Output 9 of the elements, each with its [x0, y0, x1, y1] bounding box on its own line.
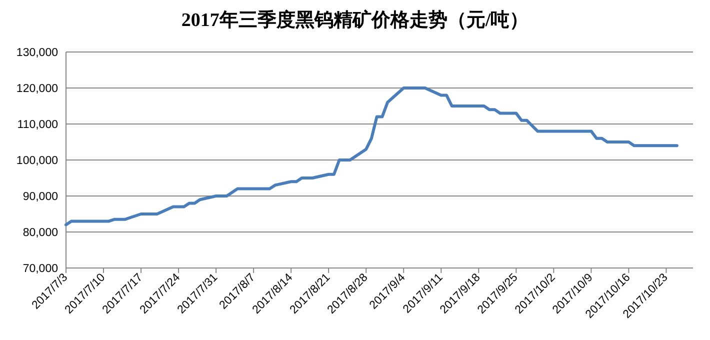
line-series — [64, 86, 678, 226]
y-tick-label: 70,000 — [22, 263, 58, 275]
y-tick-label: 130,000 — [16, 47, 58, 59]
y-tick-label: 110,000 — [17, 119, 58, 131]
y-tick-label: 120,000 — [16, 83, 58, 95]
chart-title: 2017年三季度黑钨精矿价格走势（元/吨） — [181, 9, 529, 31]
y-tick-label: 90,000 — [22, 191, 58, 203]
y-tick-label: 80,000 — [22, 227, 58, 239]
y-tick-label: 100,000 — [16, 155, 58, 167]
